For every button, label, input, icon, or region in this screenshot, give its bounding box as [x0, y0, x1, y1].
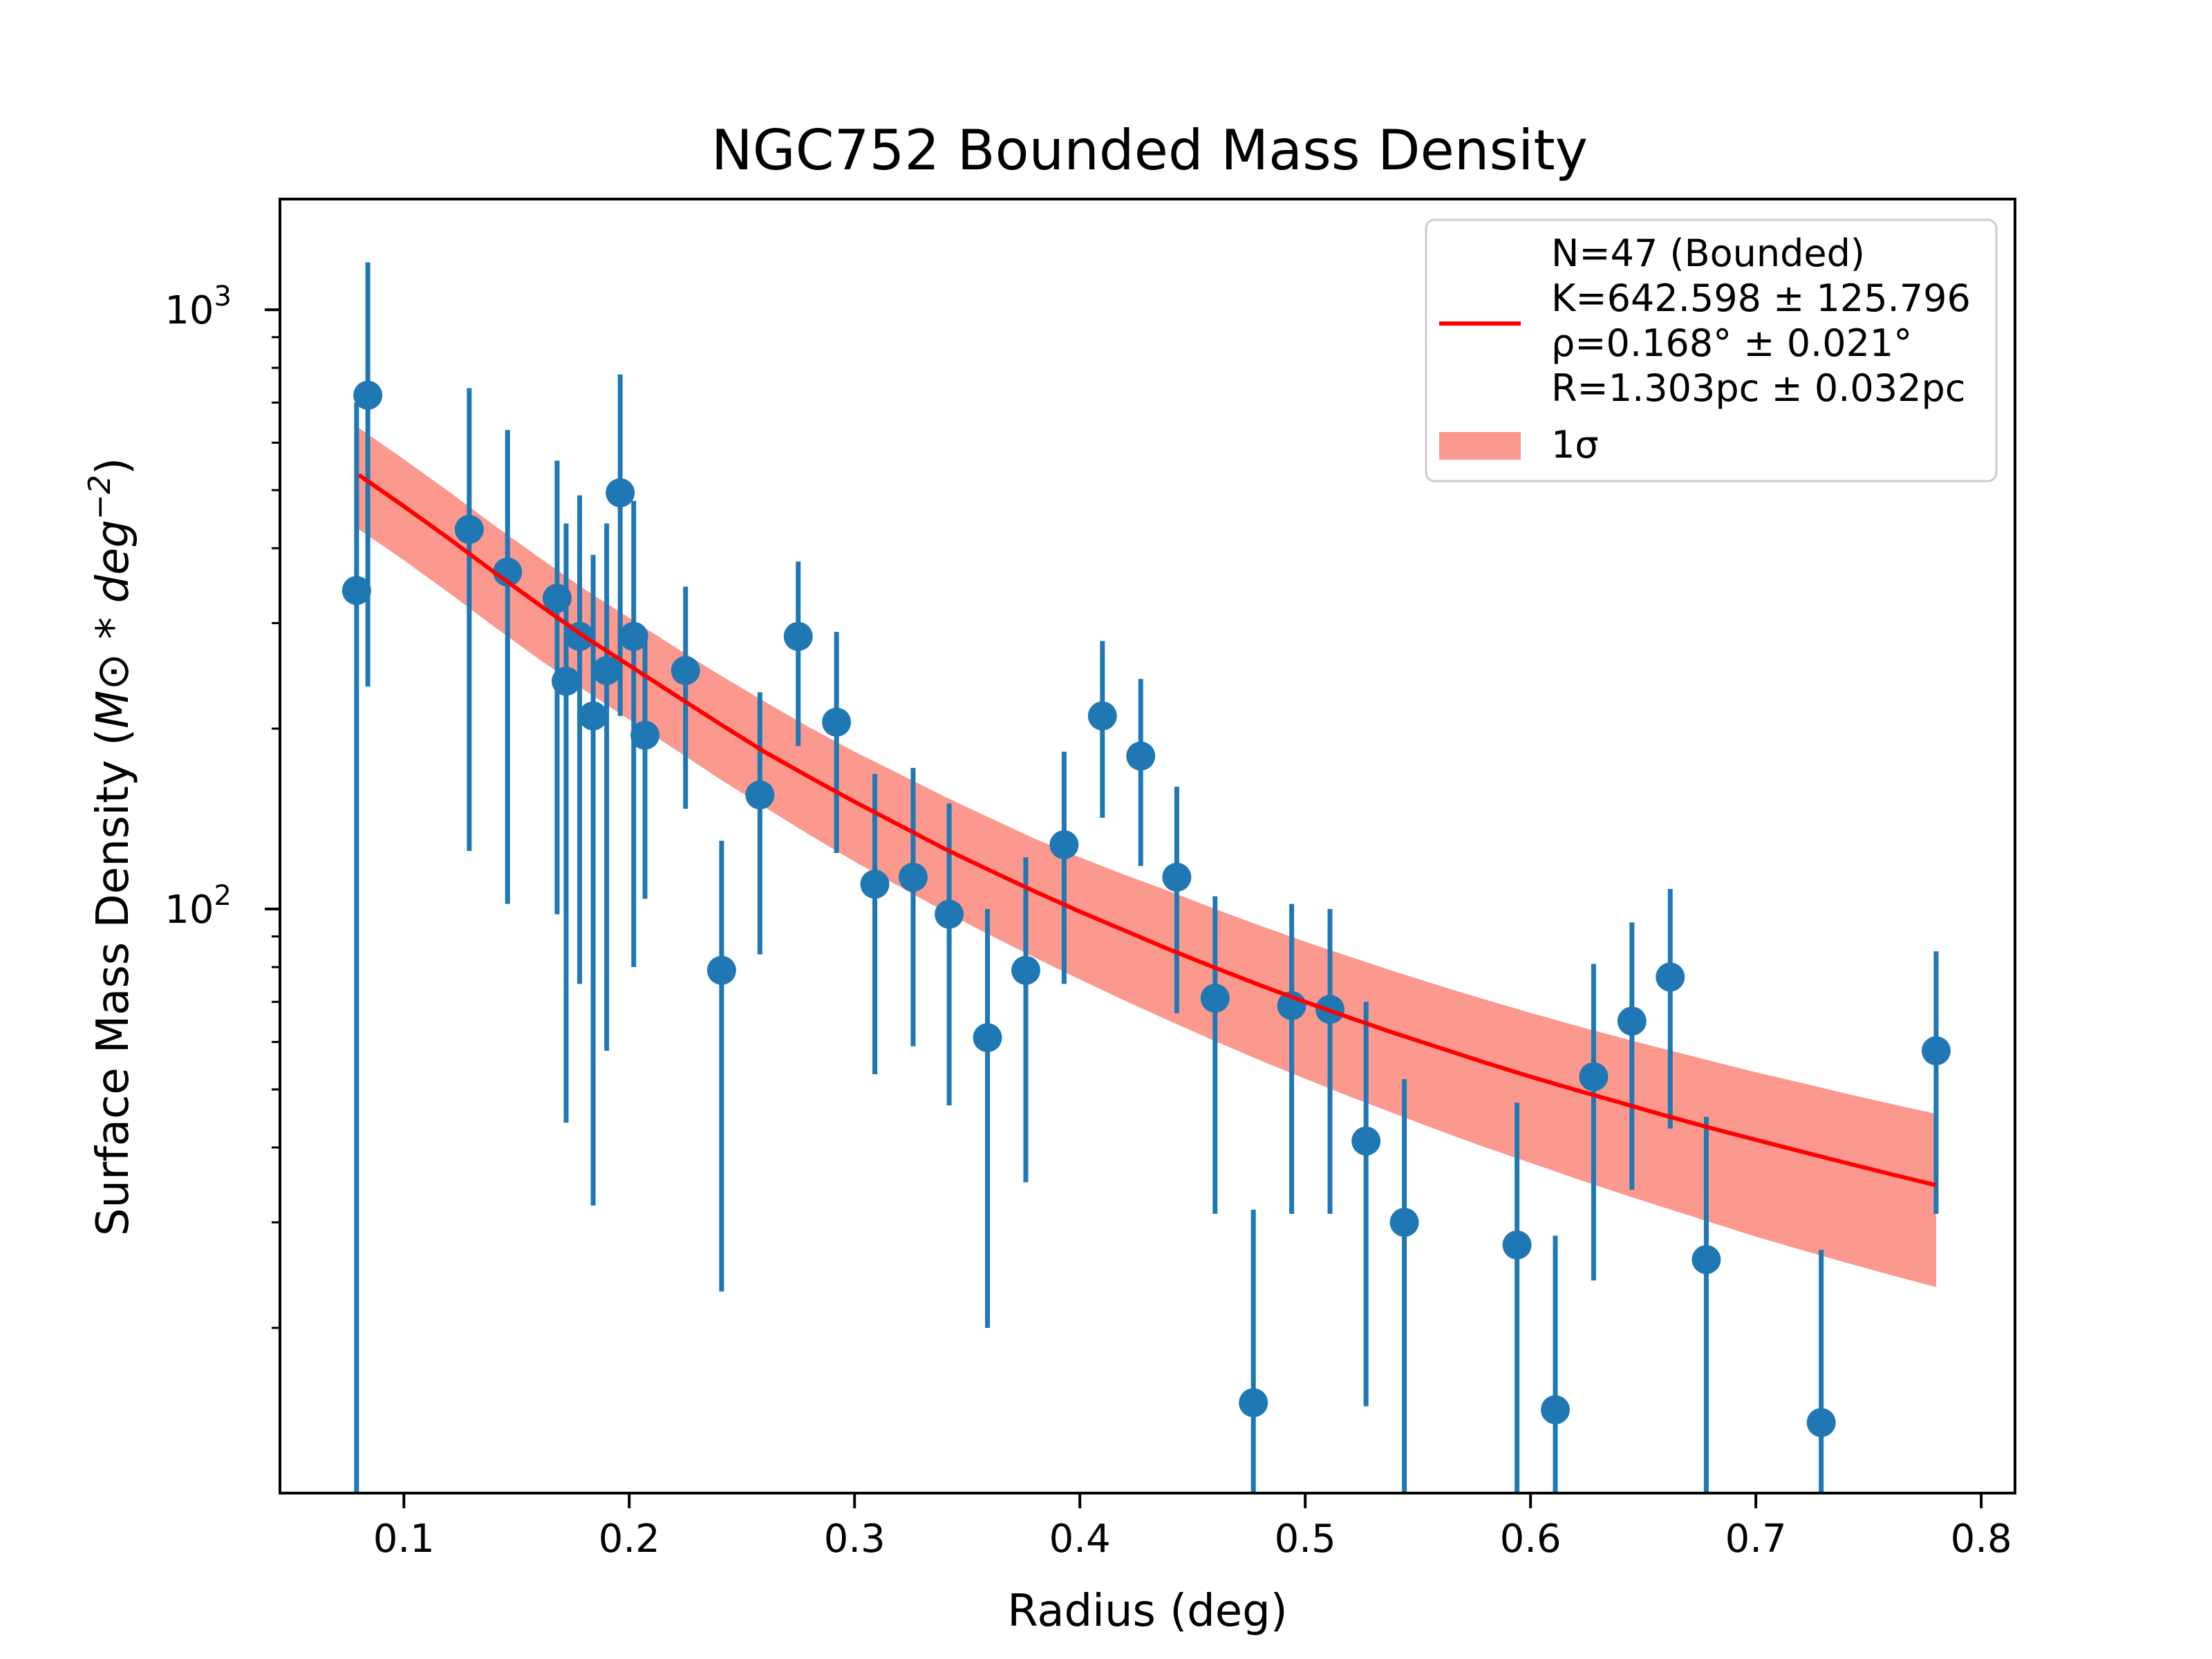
- data-point-31: [1389, 1079, 1419, 1493]
- data-point-23: [1087, 641, 1117, 818]
- data-point-27: [1239, 1209, 1268, 1493]
- x-tick-label: 0.4: [1049, 1517, 1111, 1562]
- point-marker: [341, 576, 371, 606]
- point-marker: [592, 656, 621, 686]
- data-point-35: [1617, 922, 1647, 1190]
- data-point-13: [706, 841, 736, 1292]
- point-marker: [1351, 1126, 1381, 1156]
- x-tick-label: 0.1: [373, 1517, 435, 1562]
- point-marker: [898, 863, 928, 892]
- point-marker: [1806, 1407, 1836, 1437]
- data-point-25: [1162, 787, 1192, 1013]
- data-point-33: [1541, 1235, 1571, 1493]
- point-marker: [1502, 1230, 1532, 1260]
- point-marker: [671, 656, 700, 686]
- y-axis: 102 103: [165, 281, 280, 1329]
- plot-frame: [279, 198, 2016, 1494]
- data-point-1: [353, 262, 383, 687]
- data-point-24: [1126, 679, 1156, 866]
- point-marker: [935, 899, 964, 929]
- x-tick-label: 0.7: [1725, 1517, 1787, 1562]
- plot-area: [279, 198, 2016, 1494]
- point-marker: [1579, 1062, 1609, 1091]
- point-marker: [706, 955, 736, 985]
- point-marker: [454, 514, 484, 544]
- point-marker: [783, 621, 813, 651]
- data-point-16: [822, 632, 852, 854]
- point-marker: [1011, 955, 1040, 985]
- point-marker: [973, 1023, 1002, 1053]
- x-tick-label: 0.5: [1275, 1517, 1336, 1562]
- point-marker: [1087, 701, 1117, 731]
- data-point-39: [1921, 951, 1951, 1214]
- data-point-38: [1806, 1249, 1836, 1493]
- data-point-12: [671, 586, 700, 809]
- x-tick-label: 0.8: [1951, 1517, 2012, 1562]
- point-marker: [1541, 1395, 1571, 1425]
- point-marker: [1656, 962, 1685, 992]
- data-point-2: [454, 388, 484, 852]
- point-marker: [1200, 983, 1230, 1013]
- point-marker: [822, 707, 852, 737]
- point-marker: [1389, 1208, 1419, 1237]
- legend-band-swatch: [1439, 432, 1521, 460]
- data-point-0: [341, 402, 371, 1493]
- data-point-20: [973, 909, 1002, 1328]
- point-marker: [619, 621, 648, 651]
- data-point-8: [592, 523, 621, 1051]
- point-marker: [745, 780, 775, 810]
- point-marker: [630, 720, 660, 750]
- legend: N=47 (Bounded) K=642.598 ± 125.796 ρ=0.1…: [1425, 218, 1998, 482]
- x-tick-label: 0.6: [1500, 1517, 1562, 1562]
- data-point-30: [1351, 1002, 1381, 1407]
- point-marker: [1691, 1245, 1721, 1275]
- legend-fit-label-2: K=642.598 ± 125.796: [1551, 276, 1971, 320]
- data-point-22: [1049, 751, 1079, 984]
- point-marker: [606, 478, 635, 507]
- x-tick-label: 0.3: [824, 1517, 885, 1562]
- data-point-18: [898, 767, 928, 1047]
- point-marker: [1239, 1388, 1268, 1418]
- x-axis-label: Radius (deg): [1007, 1586, 1288, 1637]
- chart-title: NGC752 Bounded Mass Density: [711, 118, 1588, 182]
- point-marker: [860, 870, 890, 899]
- x-tick-label: 0.2: [599, 1517, 660, 1562]
- data-point-6: [565, 495, 594, 984]
- point-marker: [1617, 1006, 1647, 1036]
- point-marker: [1049, 830, 1079, 860]
- x-axis: 0.1 0.2 0.3 0.4 0.5 0.6 0.7 0.8: [373, 1493, 2012, 1562]
- data-point-14: [745, 692, 775, 955]
- y-axis-label: Surface Mass Density (M⊙ * deg−2): [82, 458, 139, 1236]
- legend-band-label: 1σ: [1551, 423, 1599, 467]
- data-point-37: [1691, 1116, 1721, 1493]
- data-point-21: [1011, 857, 1040, 1183]
- data-point-17: [860, 774, 890, 1075]
- data-point-26: [1200, 896, 1230, 1214]
- legend-fit-label-1: N=47 (Bounded): [1551, 232, 1865, 275]
- point-marker: [551, 666, 581, 696]
- data-point-34: [1579, 964, 1609, 1281]
- legend-box: [1425, 218, 1998, 482]
- legend-fit-label-4: R=1.303pc ± 0.032pc: [1551, 366, 1965, 410]
- y-tick-label: 103: [165, 281, 232, 333]
- point-marker: [1162, 863, 1192, 892]
- data-point-32: [1502, 1103, 1532, 1493]
- point-marker: [1126, 741, 1156, 771]
- data-point-36: [1656, 889, 1685, 1129]
- point-marker: [1921, 1036, 1951, 1066]
- data-point-19: [935, 803, 964, 1106]
- y-tick-label: 102: [165, 880, 232, 932]
- point-marker: [353, 380, 383, 410]
- data-point-15: [783, 561, 813, 747]
- legend-fit-label-3: ρ=0.168° ± 0.021°: [1551, 321, 1912, 365]
- point-marker: [579, 701, 608, 731]
- confidence-band: [359, 428, 1936, 1287]
- fit-line: [357, 473, 1937, 1188]
- point-marker: [493, 557, 523, 587]
- data-point-3: [493, 430, 523, 904]
- data-point-7: [579, 554, 608, 1206]
